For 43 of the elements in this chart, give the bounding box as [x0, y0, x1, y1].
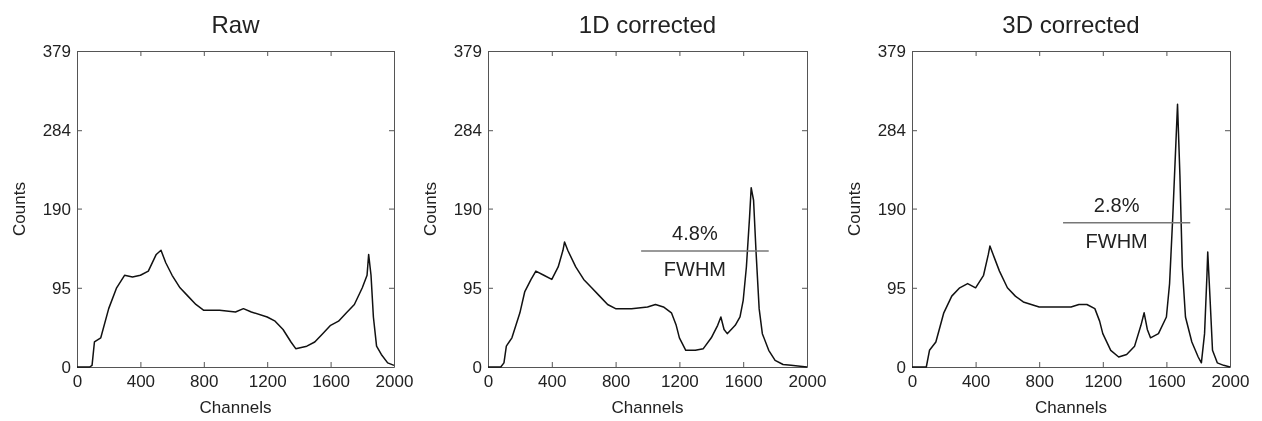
x-tick-label: 1200	[248, 372, 287, 392]
x-tick-label: 400	[538, 372, 567, 392]
chart-title: 1D corrected	[578, 11, 717, 38]
x-tick-label: 1600	[724, 372, 763, 392]
y-tick-label: 284	[453, 121, 482, 141]
y-tick-label: 0	[61, 357, 71, 377]
x-axis-title: Channels	[1035, 398, 1107, 417]
x-tick-label: 2000	[1211, 372, 1250, 392]
x-tick-label: 400	[961, 372, 991, 392]
y-tick-label: 379	[42, 41, 71, 61]
y-axis-title: Counts	[10, 182, 29, 236]
y-tick-label: 190	[42, 199, 71, 219]
x-axis-title: Channels	[611, 398, 684, 417]
y-tick-label: 95	[52, 278, 71, 298]
x-tick-label: 2000	[788, 372, 827, 392]
y-tick-label: 284	[877, 121, 906, 141]
y-axis-title: Counts	[845, 182, 864, 236]
x-axis-title: Channels	[199, 398, 272, 417]
x-tick-label: 1200	[660, 372, 699, 392]
x-tick-label: 1600	[1147, 372, 1186, 392]
annotation: 2.8%	[1093, 194, 1140, 217]
x-tick-label: 1600	[312, 372, 351, 392]
chart-title: 3D corrected	[1002, 11, 1140, 38]
y-tick-label: 95	[463, 278, 482, 298]
x-tick-label: 800	[1025, 372, 1054, 392]
x-tick-label: 800	[190, 372, 219, 392]
x-tick-label: 1200	[1084, 372, 1123, 392]
y-tick-label: 379	[877, 41, 906, 61]
annotation: 4.8%	[672, 222, 718, 245]
y-tick-label: 284	[42, 121, 71, 141]
y-axis-title: Counts	[421, 182, 440, 236]
annotation: FWHM	[663, 258, 727, 281]
y-tick-label: 0	[472, 357, 482, 377]
annotation: FWHM	[1085, 230, 1148, 253]
y-tick-label: 0	[896, 357, 906, 377]
x-tick-label: 2000	[375, 372, 414, 392]
chart-title: Raw	[211, 11, 261, 38]
y-tick-label: 95	[887, 278, 906, 298]
x-tick-label: 400	[126, 372, 156, 392]
y-tick-label: 190	[877, 199, 906, 219]
x-tick-label: 800	[601, 372, 631, 392]
y-tick-label: 190	[453, 199, 482, 219]
y-tick-label: 379	[453, 41, 482, 61]
